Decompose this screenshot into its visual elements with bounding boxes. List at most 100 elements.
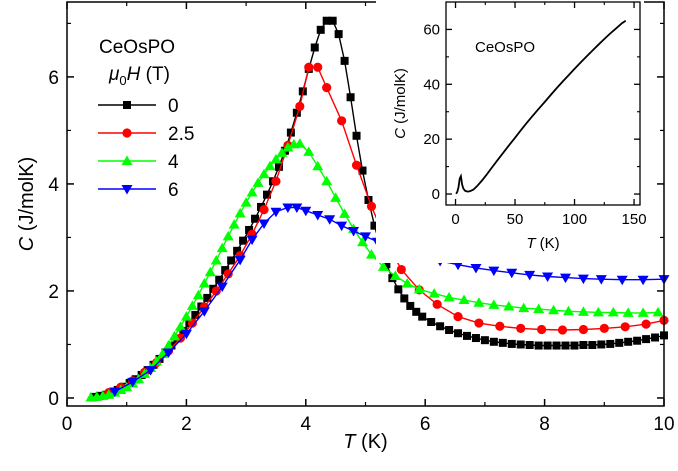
data-point — [227, 256, 236, 265]
data-point — [198, 277, 210, 288]
data-point — [234, 255, 246, 266]
data-point — [412, 307, 421, 316]
data-point — [321, 175, 333, 186]
legend-field-header: μ0H (T) — [108, 64, 170, 88]
data-point — [322, 83, 332, 93]
data-point — [400, 294, 409, 303]
data-point — [330, 192, 342, 202]
data-point — [264, 160, 276, 171]
data-point — [365, 249, 377, 259]
data-point — [210, 254, 222, 265]
data-point — [518, 302, 530, 313]
data-point — [259, 205, 269, 215]
data-point — [270, 207, 282, 218]
data-point — [503, 300, 515, 311]
data-point — [559, 273, 571, 284]
inset-y-axis-quantity: C — [392, 128, 409, 139]
data-point — [577, 274, 589, 285]
data-point — [427, 317, 436, 326]
data-point — [453, 312, 463, 322]
inset-y-axis-label: C (J/molK) — [392, 68, 409, 139]
y-axis-label: C (J/molK) — [16, 157, 38, 251]
inset-y-tick-label: 40 — [423, 76, 440, 93]
data-point — [561, 341, 570, 350]
data-point — [633, 336, 642, 345]
data-point — [198, 307, 210, 317]
inset-frame — [445, 1, 641, 206]
x-axis-quantity: T — [343, 431, 357, 453]
data-point — [357, 236, 369, 247]
data-point — [274, 162, 283, 171]
data-point — [524, 270, 536, 281]
data-point — [498, 338, 507, 347]
data-point — [304, 62, 314, 72]
data-point — [282, 142, 294, 152]
data-point — [271, 176, 281, 186]
data-point — [622, 307, 634, 317]
data-point — [180, 329, 192, 340]
data-point — [562, 305, 574, 316]
inset-x-tick-label: 50 — [507, 211, 524, 228]
data-point — [258, 168, 270, 179]
data-point — [348, 227, 360, 237]
legend-entry-4: 4 — [98, 152, 179, 173]
plot-frame — [66, 1, 665, 407]
data-point — [577, 306, 589, 316]
data-point — [187, 318, 197, 328]
data-point — [543, 341, 552, 350]
data-point — [406, 301, 415, 310]
data-point — [377, 261, 389, 271]
data-point — [382, 260, 391, 269]
data-point — [334, 30, 343, 39]
data-point — [471, 334, 480, 343]
y-tick-label: 2 — [48, 282, 59, 303]
data-point — [606, 339, 615, 348]
data-point — [516, 323, 526, 334]
x-tick-label: 4 — [301, 414, 312, 435]
legend-label: 2.5 — [168, 124, 194, 145]
data-point — [316, 25, 325, 34]
data-point — [313, 62, 323, 72]
data-point — [533, 303, 545, 314]
data-point — [507, 339, 516, 348]
data-point — [216, 282, 228, 293]
legend-marker — [123, 101, 131, 109]
data-point — [592, 306, 604, 317]
data-point — [282, 203, 294, 213]
inset-annotation: CeOsPO — [475, 39, 535, 56]
data-point — [215, 275, 224, 284]
data-point — [474, 318, 484, 328]
data-point — [109, 387, 121, 398]
data-point — [246, 186, 258, 197]
data-point — [300, 206, 312, 217]
data-point — [642, 335, 651, 344]
data-point — [552, 341, 561, 350]
data-point — [445, 326, 454, 335]
data-point — [578, 324, 589, 335]
legend-entry-0: 0 — [98, 96, 179, 117]
y-axis-quantity: C — [16, 236, 38, 251]
data-point — [174, 321, 186, 331]
data-point — [292, 108, 301, 117]
data-point — [239, 236, 248, 245]
data-point — [470, 263, 482, 274]
data-point — [641, 319, 651, 329]
data-point — [240, 197, 252, 207]
legend-var: H — [127, 64, 141, 85]
legend-title: CeOsPO — [99, 37, 175, 58]
x-tick-label: 8 — [539, 414, 550, 435]
data-point — [295, 101, 305, 111]
inset-x-axis-unit: (K) — [536, 235, 560, 252]
data-point — [286, 128, 295, 137]
data-point — [340, 56, 349, 65]
legend-marker — [121, 185, 133, 195]
data-point — [418, 312, 427, 321]
data-point — [599, 323, 609, 334]
data-point — [211, 286, 221, 296]
data-point — [221, 266, 230, 275]
legend-sub: 0 — [119, 73, 126, 88]
data-point — [222, 230, 234, 241]
data-point — [413, 283, 425, 294]
data-point — [473, 297, 485, 307]
